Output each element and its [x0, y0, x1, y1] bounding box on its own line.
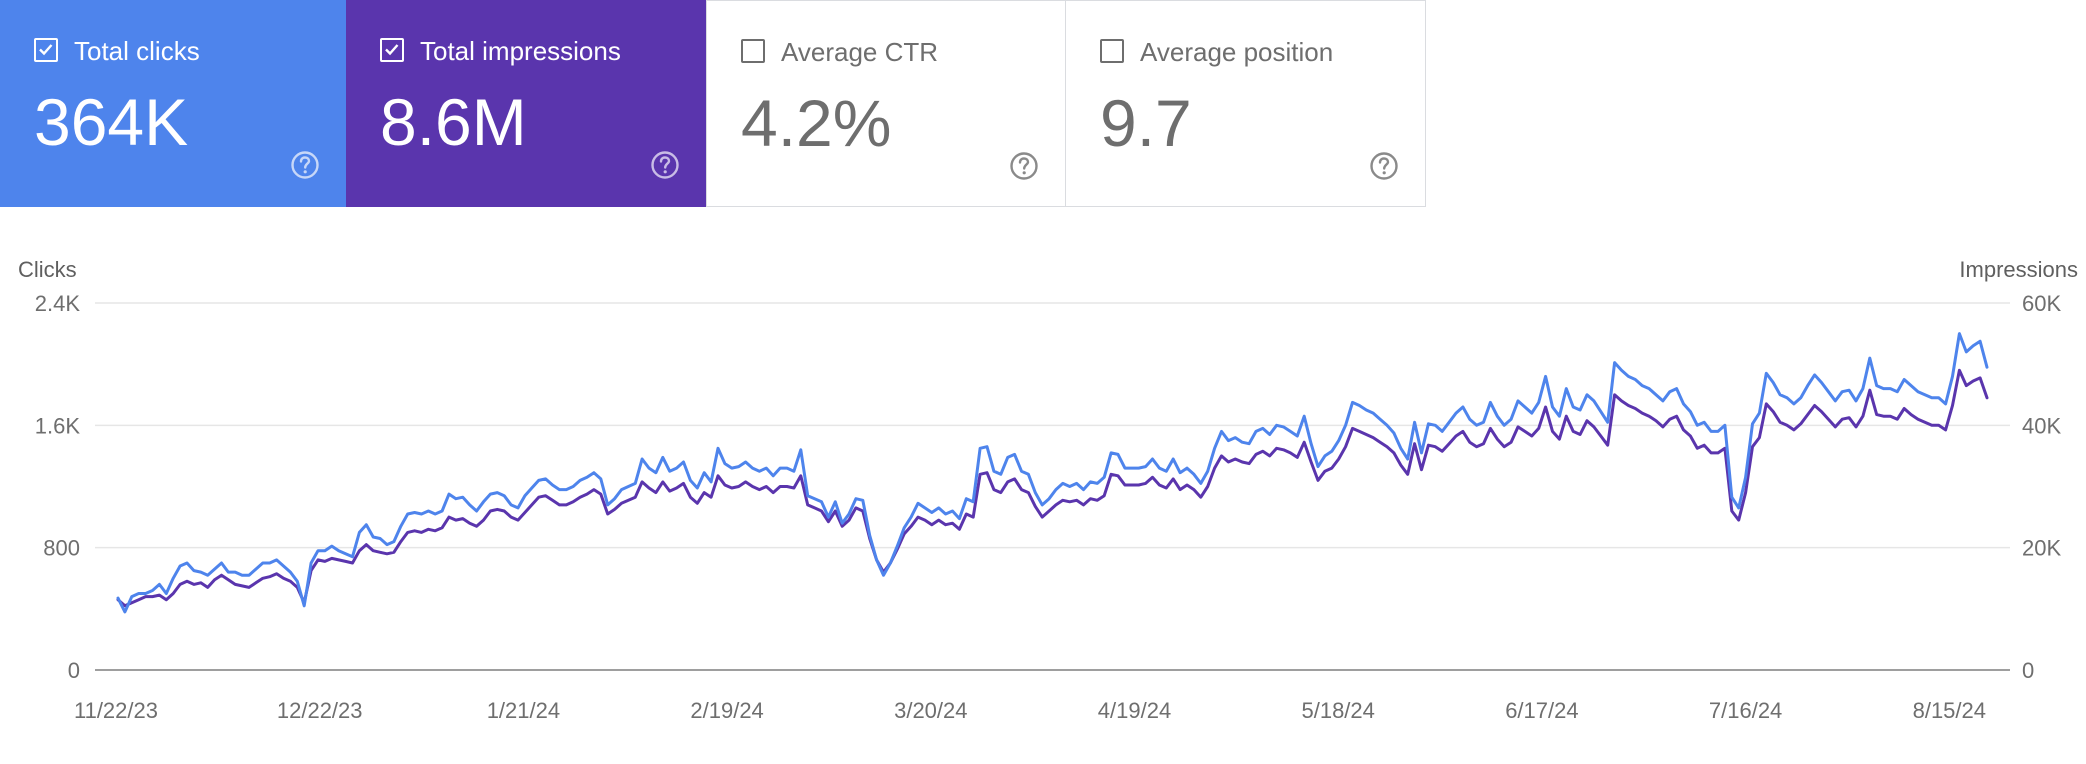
left-axis-ticks: 0 800 1.6K 2.4K [35, 291, 81, 683]
right-tick-label: 60K [2022, 291, 2061, 316]
checkmark-icon [39, 44, 53, 56]
gridlines [95, 302, 2010, 671]
right-axis-label: Impressions [1959, 257, 2078, 282]
x-tick-label: 12/22/23 [277, 698, 363, 723]
x-tick-label: 8/15/24 [1913, 698, 1986, 723]
right-tick-label: 20K [2022, 536, 2061, 561]
performance-chart[interactable]: Clicks Impressions 0 800 1.6K 2.4K 0 20K 40K 6… [0, 230, 2086, 764]
average-position-value: 9.7 [1100, 86, 1192, 160]
help-icon[interactable] [290, 150, 320, 180]
help-icon[interactable] [1009, 151, 1039, 181]
left-tick-label: 1.6K [35, 413, 81, 438]
series-lines[interactable] [116, 332, 1989, 614]
x-tick-label: 3/20/24 [894, 698, 967, 723]
total-clicks-card[interactable]: Total clicks 364K [0, 0, 346, 207]
help-icon[interactable] [1369, 151, 1399, 181]
left-tick-label: 800 [43, 536, 80, 561]
average-position-card[interactable]: Average position 9.7 [1066, 0, 1426, 207]
left-axis-label: Clicks [18, 257, 77, 282]
average-ctr-card[interactable]: Average CTR 4.2% [706, 0, 1066, 207]
average-position-label: Average position [1140, 37, 1334, 67]
x-axis-ticks: 11/22/23 12/22/23 1/21/24 2/19/24 3/20/24 4/1… [74, 698, 1986, 723]
total-impressions-checkbox[interactable] [380, 38, 404, 62]
total-impressions-card[interactable]: Total impressions 8.6M [346, 0, 706, 207]
metric-cards: Total clicks 364K Total impressions 8.6M… [0, 0, 1426, 207]
x-tick-label: 11/22/23 [74, 698, 158, 723]
total-clicks-value: 364K [34, 85, 189, 159]
total-impressions-value: 8.6M [380, 85, 527, 159]
x-tick-label: 6/17/24 [1505, 698, 1578, 723]
left-tick-label: 0 [68, 658, 80, 683]
right-axis-ticks: 0 20K 40K 60K [2022, 291, 2061, 683]
left-tick-label: 2.4K [35, 291, 81, 316]
clicks-series-line[interactable] [116, 332, 1989, 614]
impressions-series-line[interactable] [116, 368, 1989, 608]
x-tick-label: 5/18/24 [1301, 698, 1374, 723]
average-ctr-value: 4.2% [741, 86, 892, 160]
average-ctr-label: Average CTR [781, 37, 939, 67]
total-clicks-label: Total clicks [74, 36, 200, 66]
checkmark-icon [385, 44, 399, 56]
total-clicks-checkbox[interactable] [34, 38, 58, 62]
average-position-checkbox[interactable] [1100, 39, 1124, 63]
average-ctr-checkbox[interactable] [741, 39, 765, 63]
total-impressions-label: Total impressions [420, 36, 621, 66]
help-icon[interactable] [650, 150, 680, 180]
right-tick-label: 40K [2022, 413, 2061, 438]
x-tick-label: 1/21/24 [487, 698, 560, 723]
x-tick-label: 2/19/24 [690, 698, 763, 723]
x-tick-label: 7/16/24 [1709, 698, 1782, 723]
right-tick-label: 0 [2022, 658, 2034, 683]
x-tick-label: 4/19/24 [1098, 698, 1171, 723]
